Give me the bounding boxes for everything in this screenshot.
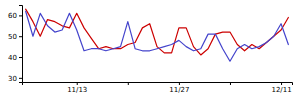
x-tick-mark	[230, 82, 231, 85]
plot: 11/13 11/27 12/11 30 40 50 60	[8, 6, 292, 94]
y-tick-label: 50	[8, 33, 17, 41]
x-tick: 11/27	[169, 82, 189, 94]
y-tick-mark	[19, 57, 22, 58]
x-tick-label: 12/11	[271, 86, 291, 94]
x-axis-line	[23, 83, 293, 86]
y-axis-line	[19, 6, 23, 83]
y-axis: 30 40 50 60	[8, 6, 22, 83]
x-tick: 12/11	[271, 82, 291, 94]
y-tick-label: 60	[8, 12, 17, 20]
y-tick-label: 40	[8, 54, 17, 62]
series-line	[26, 9, 289, 55]
x-tick	[230, 82, 231, 85]
chart: 11/13 11/27 12/11 30 40 50 60	[0, 0, 300, 96]
x-tick-label: 11/27	[169, 86, 189, 94]
y-tick: 40	[8, 54, 22, 62]
series-line	[26, 11, 289, 61]
y-tick-label: 30	[8, 75, 17, 83]
x-tick-mark	[128, 82, 129, 85]
y-tick-mark	[19, 36, 22, 37]
x-tick	[128, 82, 129, 85]
x-tick-mark	[77, 82, 78, 85]
y-tick: 30	[8, 75, 22, 83]
y-tick: 50	[8, 33, 22, 41]
x-tick-label: 11/13	[67, 86, 87, 94]
y-tick-mark	[19, 78, 22, 79]
x-axis: 11/13 11/27 12/11	[23, 82, 293, 94]
x-tick-mark	[281, 82, 282, 85]
x-tick: 11/13	[67, 82, 87, 94]
y-tick: 60	[8, 12, 22, 20]
lines	[26, 9, 289, 61]
y-tick-mark	[19, 15, 22, 16]
x-tick-mark	[179, 82, 180, 85]
